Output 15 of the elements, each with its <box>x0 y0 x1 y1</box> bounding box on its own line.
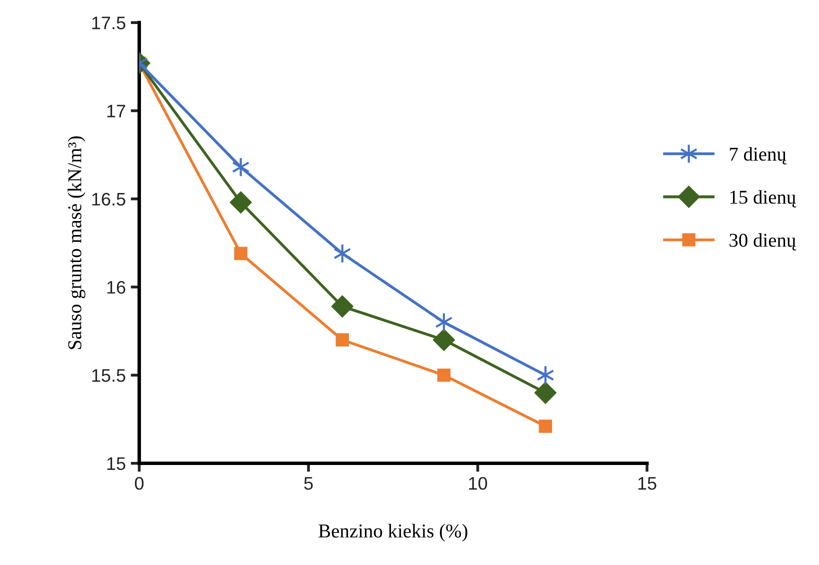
y-tick-label: 16 <box>107 280 126 294</box>
y-tick-label: 15.5 <box>92 369 126 382</box>
x-tick-label: 10 <box>469 476 488 490</box>
y-axis-title: Sauso grunto masė (kN/m³) <box>68 136 86 350</box>
x-tick-label: 15 <box>638 477 656 490</box>
y-tick-label: 15 <box>107 457 126 470</box>
x-tick-label: 0 <box>134 476 144 490</box>
x-axis-title: Benzino kiekis (%) <box>318 524 468 542</box>
y-tick-label: 17 <box>107 104 126 118</box>
y-tick-label: 16.5 <box>92 192 126 206</box>
y-tick-label: 17.5 <box>92 16 126 30</box>
legend-label: 7 dienų <box>730 147 786 164</box>
x-tick-label: 5 <box>304 477 313 490</box>
legend-label: 30 dienų <box>730 233 796 250</box>
legend-label: 15 dienų <box>730 190 796 208</box>
